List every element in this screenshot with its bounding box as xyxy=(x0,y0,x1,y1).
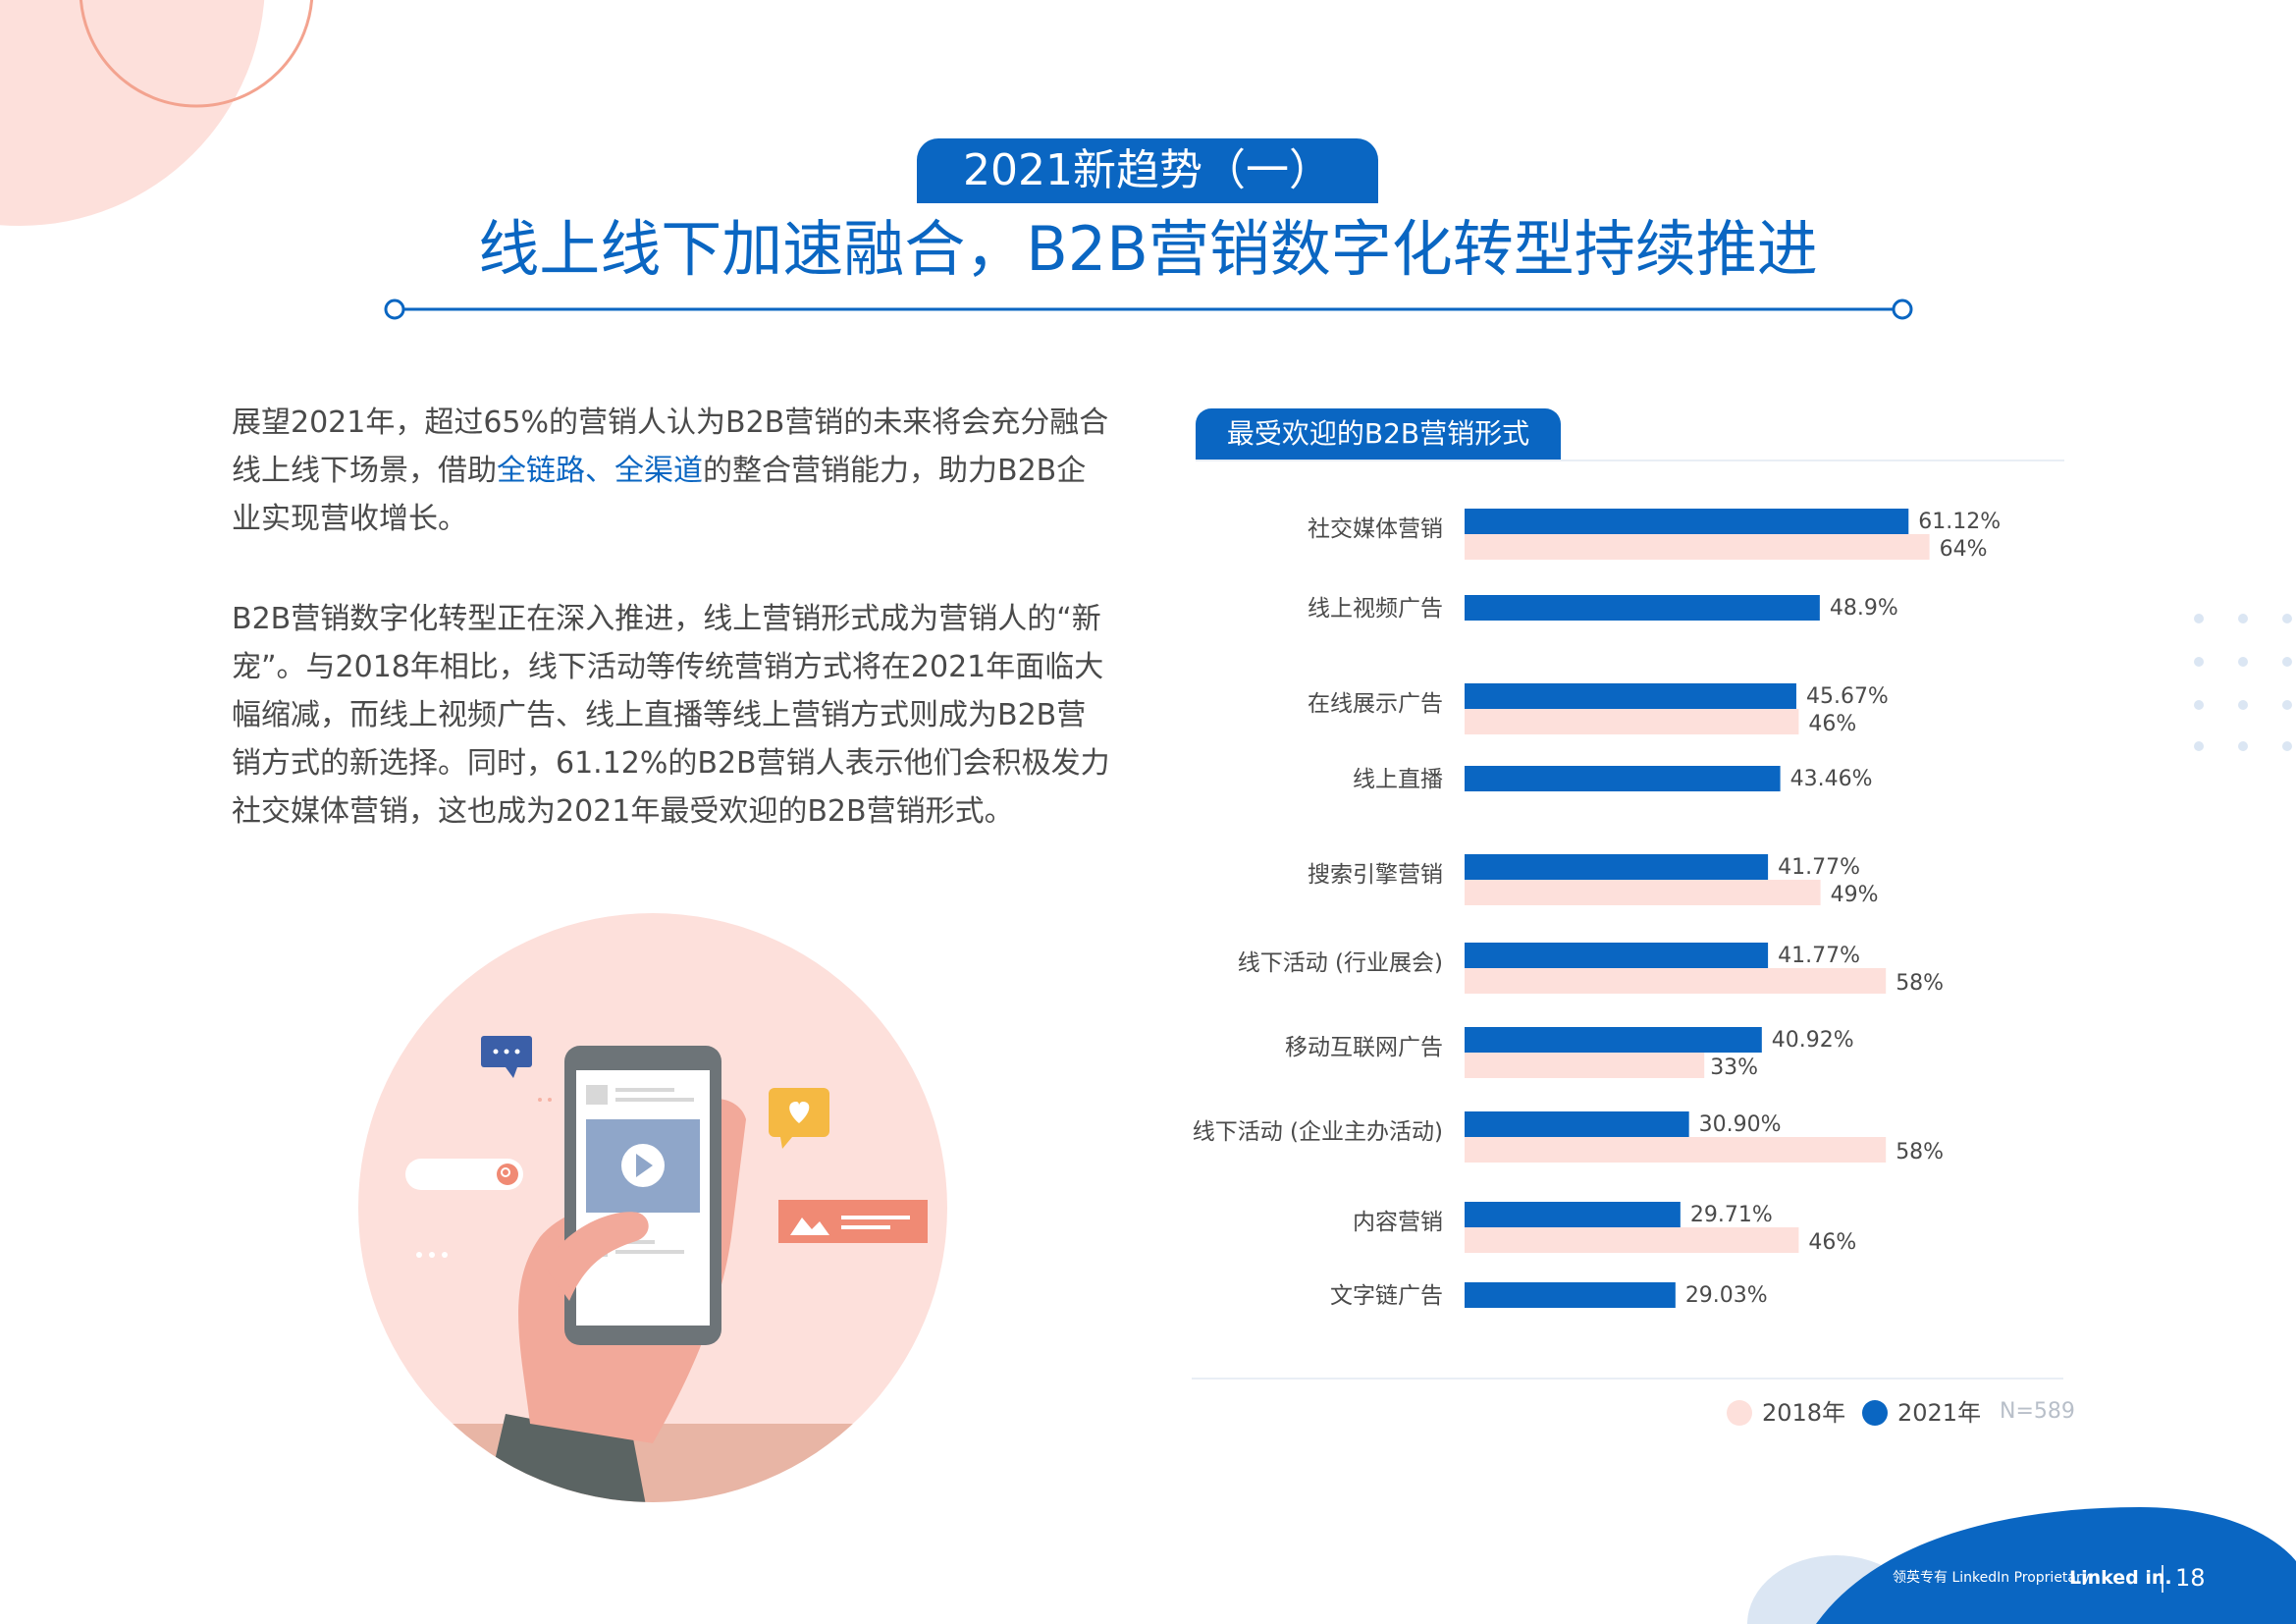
bar-2018 xyxy=(1465,880,1821,905)
linkedin-logo: Linked in. xyxy=(2069,1567,2172,1589)
bar-2021 xyxy=(1465,1202,1681,1227)
category-label: 线上直播 xyxy=(1353,767,1443,792)
section-tag: 2021新趋势（一） xyxy=(917,138,1378,203)
category-label: 搜索引擎营销 xyxy=(1308,862,1443,888)
bar-2021 xyxy=(1465,509,1909,534)
bar-2021 xyxy=(1465,766,1781,791)
category-label: 线上视频广告 xyxy=(1308,596,1443,622)
value-label-2021: 48.9% xyxy=(1830,596,1898,621)
bar-2018 xyxy=(1465,1053,1705,1078)
page-number: 18 xyxy=(2175,1564,2206,1592)
category-label: 社交媒体营销 xyxy=(1308,516,1443,542)
intro-text-2: 的整合营销能力，助力B2B企业实现营收增长。 xyxy=(232,454,1087,536)
value-label-2021: 41.77% xyxy=(1778,855,1860,880)
value-label-2018: 64% xyxy=(1940,537,1988,562)
bar-2021 xyxy=(1465,1282,1676,1308)
intro-paragraph: 展望2021年，超过65%的营销人认为B2B营销的未来将会充分融合线上线下场景，… xyxy=(232,399,1115,543)
value-label-2021: 29.03% xyxy=(1685,1283,1768,1308)
category-label: 在线展示广告 xyxy=(1308,691,1443,717)
value-label-2021: 40.92% xyxy=(1772,1028,1854,1053)
footer-proprietary: 领英专有 LinkedIn Proprietary xyxy=(1893,1570,2091,1586)
bar-2018 xyxy=(1465,534,1930,560)
legend-swatch-2021 xyxy=(1862,1400,1888,1426)
chart-top-line xyxy=(1196,460,2064,461)
phone-illustration xyxy=(358,913,947,1502)
value-label-2018: 58% xyxy=(1896,1140,1944,1164)
bar-2021 xyxy=(1465,595,1820,621)
value-label-2021: 29.71% xyxy=(1690,1203,1773,1227)
value-label-2021: 30.90% xyxy=(1699,1112,1782,1137)
value-label-2018: 46% xyxy=(1808,712,1856,736)
bar-2021 xyxy=(1465,1111,1689,1137)
page-title: 线上线下加速融合，B2B营销数字化转型持续推进 xyxy=(478,213,1818,285)
corner-decoration xyxy=(0,0,314,226)
detail-paragraph: B2B营销数字化转型正在深入推进，线上营销形式成为营销人的“新宠”。与2018年… xyxy=(232,602,1110,829)
bar-2021 xyxy=(1465,683,1796,709)
category-label: 内容营销 xyxy=(1353,1210,1443,1235)
bar-2021 xyxy=(1465,1027,1762,1053)
value-label-2021: 61.12% xyxy=(1918,510,2001,534)
value-label-2018: 58% xyxy=(1896,971,1944,996)
legend-label-2021: 2021年 xyxy=(1897,1399,1982,1427)
bar-2018 xyxy=(1465,709,1799,734)
category-label: 线下活动 (企业主办活动) xyxy=(1193,1119,1443,1145)
value-label-2018: 49% xyxy=(1831,883,1879,907)
category-label: 移动互联网广告 xyxy=(1285,1035,1443,1060)
value-label-2021: 45.67% xyxy=(1806,684,1889,709)
value-label-2018: 46% xyxy=(1808,1230,1856,1255)
intro-highlight: 全链路、全渠道 xyxy=(497,454,703,488)
bar-2018 xyxy=(1465,968,1887,994)
intro-text-1: 展望2021年，超过65%的营销人认为B2B营销的未来将会充分融合线上线下场景，… xyxy=(232,406,1109,488)
sample-size-note: N=589 xyxy=(2000,1399,2075,1424)
bar-2018 xyxy=(1465,1227,1799,1253)
value-label-2018: 33% xyxy=(1710,1056,1758,1080)
footer-decoration xyxy=(1747,1507,2296,1624)
bar-2018 xyxy=(1465,1137,1887,1163)
value-label-2021: 43.46% xyxy=(1790,767,1873,791)
value-label-2021: 41.77% xyxy=(1778,944,1860,968)
legend-label-2018: 2018年 xyxy=(1762,1399,1846,1427)
category-label: 文字链广告 xyxy=(1330,1283,1443,1309)
footer-separator xyxy=(2162,1565,2163,1593)
chart-title: 最受欢迎的B2B营销形式 xyxy=(1196,408,1561,460)
legend-swatch-2018 xyxy=(1727,1400,1752,1426)
category-label: 线下活动 (行业展会) xyxy=(1238,950,1443,976)
bar-2021 xyxy=(1465,854,1769,880)
bar-2021 xyxy=(1465,943,1769,968)
dot-grid-decoration xyxy=(2194,614,2292,751)
title-divider xyxy=(384,298,1913,320)
bar-chart: 社交媒体营销 61.12% 64% 线上视频广告 48.9% 在线展示广告 45.67% 46… xyxy=(1192,509,2063,1380)
